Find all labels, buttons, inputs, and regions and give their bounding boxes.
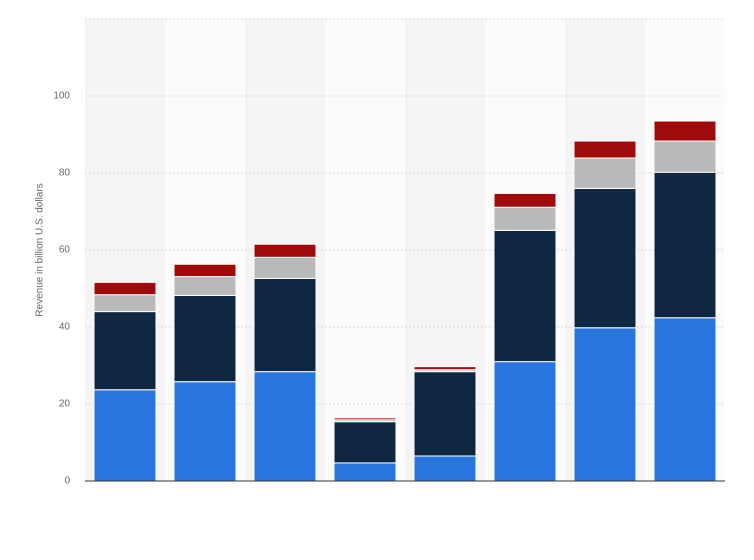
bar-segment [333,417,397,421]
bar-segment [173,381,237,482]
bar-segment [93,281,157,296]
bar-segment [653,120,717,142]
y-tick-label: 20 [59,399,71,410]
bar-segment [413,371,477,457]
bar-segment [653,171,717,319]
bar-segment [173,263,237,278]
bar-segment [573,157,637,189]
bar-segment [173,276,237,296]
bar-segment [573,187,637,329]
y-tick-label: 60 [59,245,71,256]
bar-segment [493,229,557,363]
bar-segment [253,256,317,279]
bar-segment [653,317,717,482]
bar-segment [413,455,477,482]
bar-segment [253,277,317,373]
bar-segment [93,294,157,313]
bar-segment [333,462,397,482]
bar-segment [413,366,477,371]
bar-segment [93,389,157,482]
bar-segment [93,311,157,391]
bar-segment [333,421,397,464]
bar-segment [653,140,717,173]
y-axis-label: Revenue in billion U.S. dollars [35,183,46,316]
y-tick-label: 100 [53,91,70,102]
y-tick-label: 40 [59,322,71,333]
bar-segment [573,140,637,159]
bar-segment [173,294,237,383]
bar-segment [493,192,557,208]
bar-segment [253,243,317,258]
y-tick-label: 0 [64,476,70,487]
bar-segment [493,206,557,231]
bar-segment [493,361,557,482]
bar-segment [253,371,317,482]
bar-segment [573,327,637,482]
y-tick-label: 80 [59,168,71,179]
